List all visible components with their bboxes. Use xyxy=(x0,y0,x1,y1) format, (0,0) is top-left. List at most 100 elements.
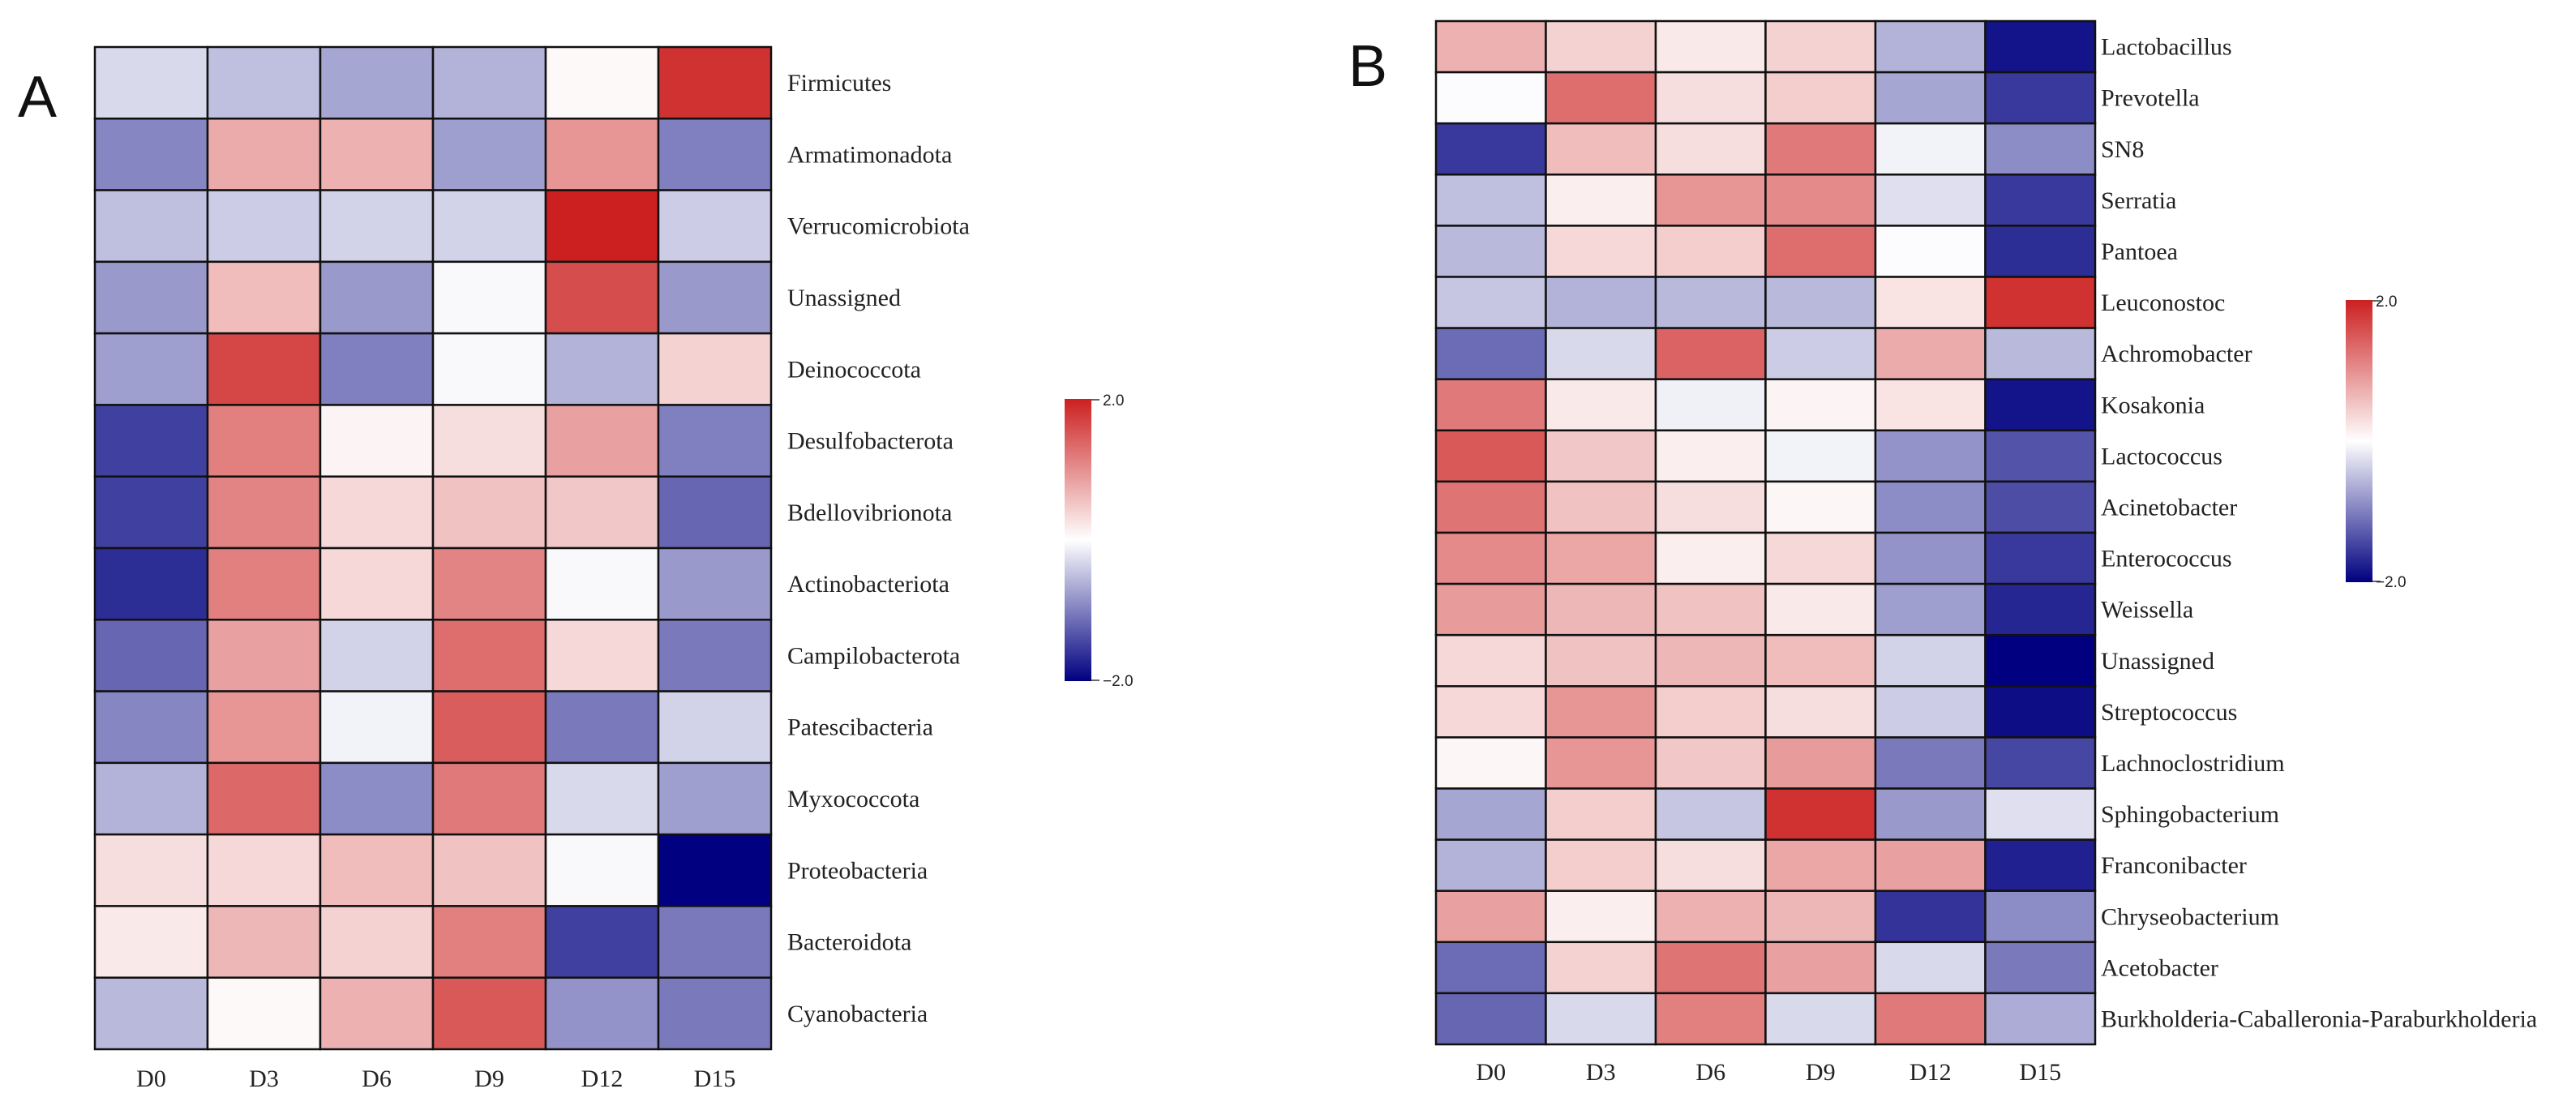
heatmap-b-cell-r18-c0 xyxy=(1434,941,1547,995)
heatmap-b-cell-r19-c2 xyxy=(1654,992,1767,1046)
heatmap-b-column-label: D0 xyxy=(1476,1059,1506,1086)
heatmap-b-cell-r1-c5 xyxy=(1984,71,2097,125)
panel-a-label: A xyxy=(18,65,57,130)
heatmap-b-cell-r8-c1 xyxy=(1545,429,1657,483)
heatmap-a-cell-r6-c2 xyxy=(319,475,435,550)
heatmap-a-row-labels: Firmicutes Armatimonadota Verrucomicrobiot… xyxy=(787,70,970,1027)
heatmap-a-cell-r5-c4 xyxy=(544,404,660,478)
heatmap-b-row-label: Weissella xyxy=(2101,597,2193,624)
heatmap-a-cell-r1-c3 xyxy=(431,118,547,191)
heatmap-b-cell-r14-c1 xyxy=(1545,736,1657,790)
heatmap-a-cell-r10-c3 xyxy=(431,761,547,836)
heatmap-b-cell-r17-c5 xyxy=(1984,890,2097,944)
legend-a-min-label: −2.0 xyxy=(1103,673,1134,690)
heatmap-b-cell-r2-c4 xyxy=(1874,122,1987,176)
heatmap-b-row-label: Acetobacter xyxy=(2101,954,2218,981)
heatmap-b-cell-r12-c5 xyxy=(1984,633,2097,688)
heatmap-b-cell-r3-c2 xyxy=(1654,174,1767,227)
heatmap-b-cell-r1-c3 xyxy=(1764,71,1877,125)
heatmap-a-cell-r12-c5 xyxy=(657,905,773,979)
heatmap-b-cell-r19-c0 xyxy=(1434,992,1547,1046)
heatmap-b-cell-r6-c1 xyxy=(1545,327,1657,380)
heatmap-b-cell-r1-c2 xyxy=(1654,71,1767,125)
heatmap-a-cell-r6-c4 xyxy=(544,475,660,550)
heatmap-a-cell-r3-c5 xyxy=(657,260,773,335)
heatmap-b-cell-r8-c5 xyxy=(1984,429,2097,483)
heatmap-a-cell-r4-c2 xyxy=(319,332,435,406)
heatmap-b-cell-r9-c5 xyxy=(1984,480,2097,534)
heatmap-b-cell-r1-c4 xyxy=(1874,71,1987,125)
heatmap-b-cell-r8-c3 xyxy=(1764,429,1877,483)
heatmap-a-cell-r13-c3 xyxy=(431,976,547,1051)
heatmap-a-cell-r10-c2 xyxy=(319,761,435,836)
heatmap-b-cell-r4-c4 xyxy=(1874,225,1987,278)
heatmap-b-cell-r16-c3 xyxy=(1764,838,1877,892)
heatmap-b-cell-r2-c0 xyxy=(1434,122,1547,176)
heatmap-a-cell-r11-c0 xyxy=(93,833,209,907)
heatmap-b-cell-r0-c3 xyxy=(1764,19,1877,74)
heatmap-b-cell-r8-c0 xyxy=(1434,429,1547,483)
heatmap-b-row-label: Pantoea xyxy=(2101,238,2178,265)
heatmap-a-cell-r3-c4 xyxy=(544,260,660,335)
heatmap-b-cell-r3-c4 xyxy=(1874,174,1987,227)
heatmap-b-cell-r13-c4 xyxy=(1874,685,1987,739)
heatmap-b-cell-r8-c2 xyxy=(1654,429,1767,483)
heatmap-b-cell-r13-c0 xyxy=(1434,685,1547,739)
heatmap-b-cell-r15-c4 xyxy=(1874,787,1987,841)
heatmap-a-cell-r9-c3 xyxy=(431,690,547,765)
heatmap-b-cell-r9-c3 xyxy=(1764,480,1877,534)
legend-b-min-label: −2.0 xyxy=(2376,574,2407,591)
heatmap-b-cell-r1-c1 xyxy=(1545,71,1657,125)
heatmap-a-cell-r12-c4 xyxy=(544,905,660,979)
heatmap-a-cell-r7-c0 xyxy=(93,547,209,621)
heatmap-a-cell-r4-c1 xyxy=(206,332,322,406)
legend-a-color-bar xyxy=(1065,399,1091,681)
heatmap-b-cell-r5-c5 xyxy=(1984,276,2097,329)
heatmap-a-row-label: Firmicutes xyxy=(787,70,891,96)
heatmap-a-cell-r2-c0 xyxy=(93,189,209,264)
heatmap-b-column-label: D15 xyxy=(2019,1059,2061,1086)
heatmap-a-row-label: Proteobacteria xyxy=(787,857,928,884)
heatmap-b-row-label: Chryseobacterium xyxy=(2101,903,2279,930)
heatmap-a-cell-r4-c4 xyxy=(544,332,660,406)
heatmap-b-row-label: Acinetobacter xyxy=(2101,494,2237,521)
heatmap-a-cell-r5-c5 xyxy=(657,404,773,478)
heatmap-b-cell-r0-c1 xyxy=(1545,19,1657,74)
heatmap-b-cell-r19-c3 xyxy=(1764,992,1877,1046)
heatmap-b-cell-r18-c5 xyxy=(1984,941,2097,995)
heatmap-b-cell-r3-c0 xyxy=(1434,174,1547,227)
heatmap-b-cell-r19-c1 xyxy=(1545,992,1657,1046)
heatmap-b-cell-r14-c0 xyxy=(1434,736,1547,790)
heatmap-a-cell-r8-c4 xyxy=(544,619,660,692)
heatmap-b-cell-r0-c5 xyxy=(1984,19,2097,74)
heatmap-b-row-label: Enterococcus xyxy=(2101,546,2232,572)
heatmap-a-cell-r8-c1 xyxy=(206,619,322,692)
heatmap-panel-b: B Lactobacillus Prevotella SN8 Serratia Pant… xyxy=(1348,19,2537,1086)
heatmap-b-cell-r17-c2 xyxy=(1654,890,1767,944)
heatmap-b-cell-r11-c2 xyxy=(1654,582,1767,637)
color-legend-b: 2.0 −2.0 xyxy=(2346,294,2407,591)
heatmap-a-cell-r3-c1 xyxy=(206,260,322,335)
heatmap-b-cell-r6-c5 xyxy=(1984,327,2097,380)
heatmap-a-cell-r3-c2 xyxy=(319,260,435,335)
heatmap-a-cell-r0-c4 xyxy=(544,45,660,120)
heatmap-a-cell-r12-c1 xyxy=(206,905,322,979)
heatmap-b-cell-r16-c4 xyxy=(1874,838,1987,892)
heatmap-a-cell-r2-c3 xyxy=(431,189,547,264)
heatmap-a-cell-r3-c3 xyxy=(431,260,547,335)
heatmap-a-column-label: D0 xyxy=(136,1065,166,1092)
heatmap-b-row-label: Streptococcus xyxy=(2101,699,2237,726)
heatmap-a-cell-r13-c0 xyxy=(93,976,209,1051)
heatmap-b-cell-r2-c1 xyxy=(1545,122,1657,176)
heatmap-b-cell-r13-c5 xyxy=(1984,685,2097,739)
heatmap-a-cell-r8-c5 xyxy=(657,619,773,692)
heatmap-b-cell-r10-c2 xyxy=(1654,531,1767,585)
heatmap-a-cell-r0-c1 xyxy=(206,45,322,120)
heatmap-b-cell-r12-c2 xyxy=(1654,633,1767,688)
heatmap-a-cell-r4-c0 xyxy=(93,332,209,406)
heatmap-a-cell-r1-c0 xyxy=(93,118,209,191)
heatmap-b-cell-r13-c3 xyxy=(1764,685,1877,739)
heatmap-a-cell-r2-c4 xyxy=(544,189,660,264)
heatmap-a-cell-r8-c2 xyxy=(319,619,435,692)
